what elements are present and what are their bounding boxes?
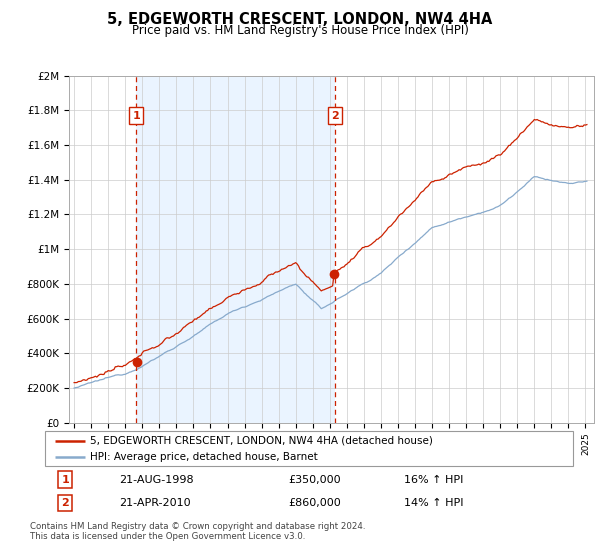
- Text: Contains HM Land Registry data © Crown copyright and database right 2024.
This d: Contains HM Land Registry data © Crown c…: [30, 522, 365, 542]
- Text: £350,000: £350,000: [288, 474, 341, 484]
- Text: 14% ↑ HPI: 14% ↑ HPI: [404, 498, 464, 508]
- Text: 2: 2: [331, 110, 338, 120]
- Text: 21-AUG-1998: 21-AUG-1998: [119, 474, 194, 484]
- Text: 16% ↑ HPI: 16% ↑ HPI: [404, 474, 463, 484]
- Text: 1: 1: [132, 110, 140, 120]
- Text: 5, EDGEWORTH CRESCENT, LONDON, NW4 4HA (detached house): 5, EDGEWORTH CRESCENT, LONDON, NW4 4HA (…: [90, 436, 433, 446]
- Text: 5, EDGEWORTH CRESCENT, LONDON, NW4 4HA: 5, EDGEWORTH CRESCENT, LONDON, NW4 4HA: [107, 12, 493, 27]
- Text: £860,000: £860,000: [288, 498, 341, 508]
- Text: Price paid vs. HM Land Registry's House Price Index (HPI): Price paid vs. HM Land Registry's House …: [131, 24, 469, 36]
- Text: 2: 2: [61, 498, 69, 508]
- Text: 1: 1: [61, 474, 69, 484]
- Text: HPI: Average price, detached house, Barnet: HPI: Average price, detached house, Barn…: [90, 451, 317, 461]
- Bar: [136, 76, 335, 423]
- Text: 21-APR-2010: 21-APR-2010: [119, 498, 191, 508]
